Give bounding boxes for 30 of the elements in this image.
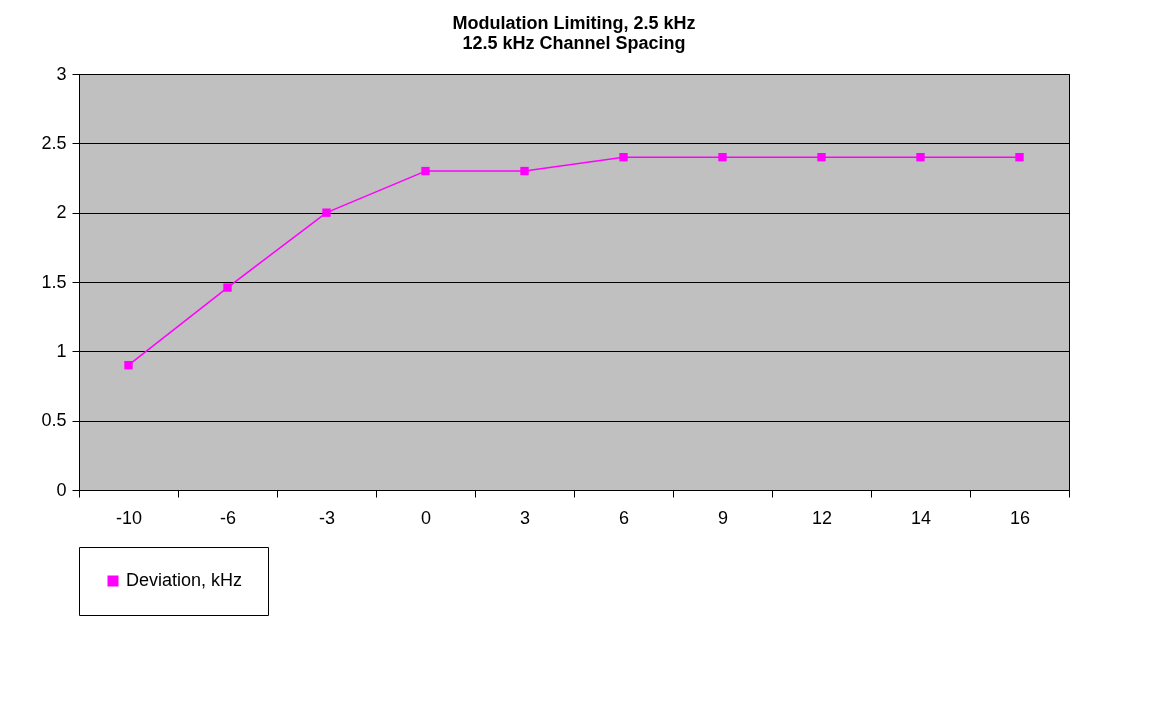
x-tick-label: -3 [318,507,336,528]
point [520,166,529,176]
x-tick-label: 12 [811,507,833,528]
text: Modulation Limiting, 2.5 kHz [452,13,696,33]
point [619,153,628,162]
y-tick-label: 2.5 [41,132,67,153]
x-tick-label: 9 [717,507,729,528]
x-tick-label: 14 [910,507,932,528]
point [322,208,331,217]
x-tick-label: 6 [618,507,630,528]
x-tick-label: 3 [519,507,531,528]
x-tick-label: -10 [115,507,143,528]
point [421,166,430,176]
point [124,361,133,370]
y-tick-label: 0.5 [41,410,67,431]
legend-label: Deviation, kHz [126,570,243,590]
point [1015,153,1024,162]
x-tick-label: 16 [1009,507,1031,528]
y-tick-label: 1 [56,340,67,361]
point [223,283,232,292]
x-tick-label: 0 [420,507,432,528]
point [817,153,826,162]
y-tick-label: 1.5 [41,271,67,292]
text: 12.5 kHz Channel Spacing [462,33,686,53]
x-tick-label: -6 [219,507,237,528]
y-tick-label: 0 [56,479,67,500]
y-tick-label: 3 [56,63,67,84]
point [916,153,925,162]
y-tick-label: 2 [56,202,67,223]
point [718,153,727,162]
